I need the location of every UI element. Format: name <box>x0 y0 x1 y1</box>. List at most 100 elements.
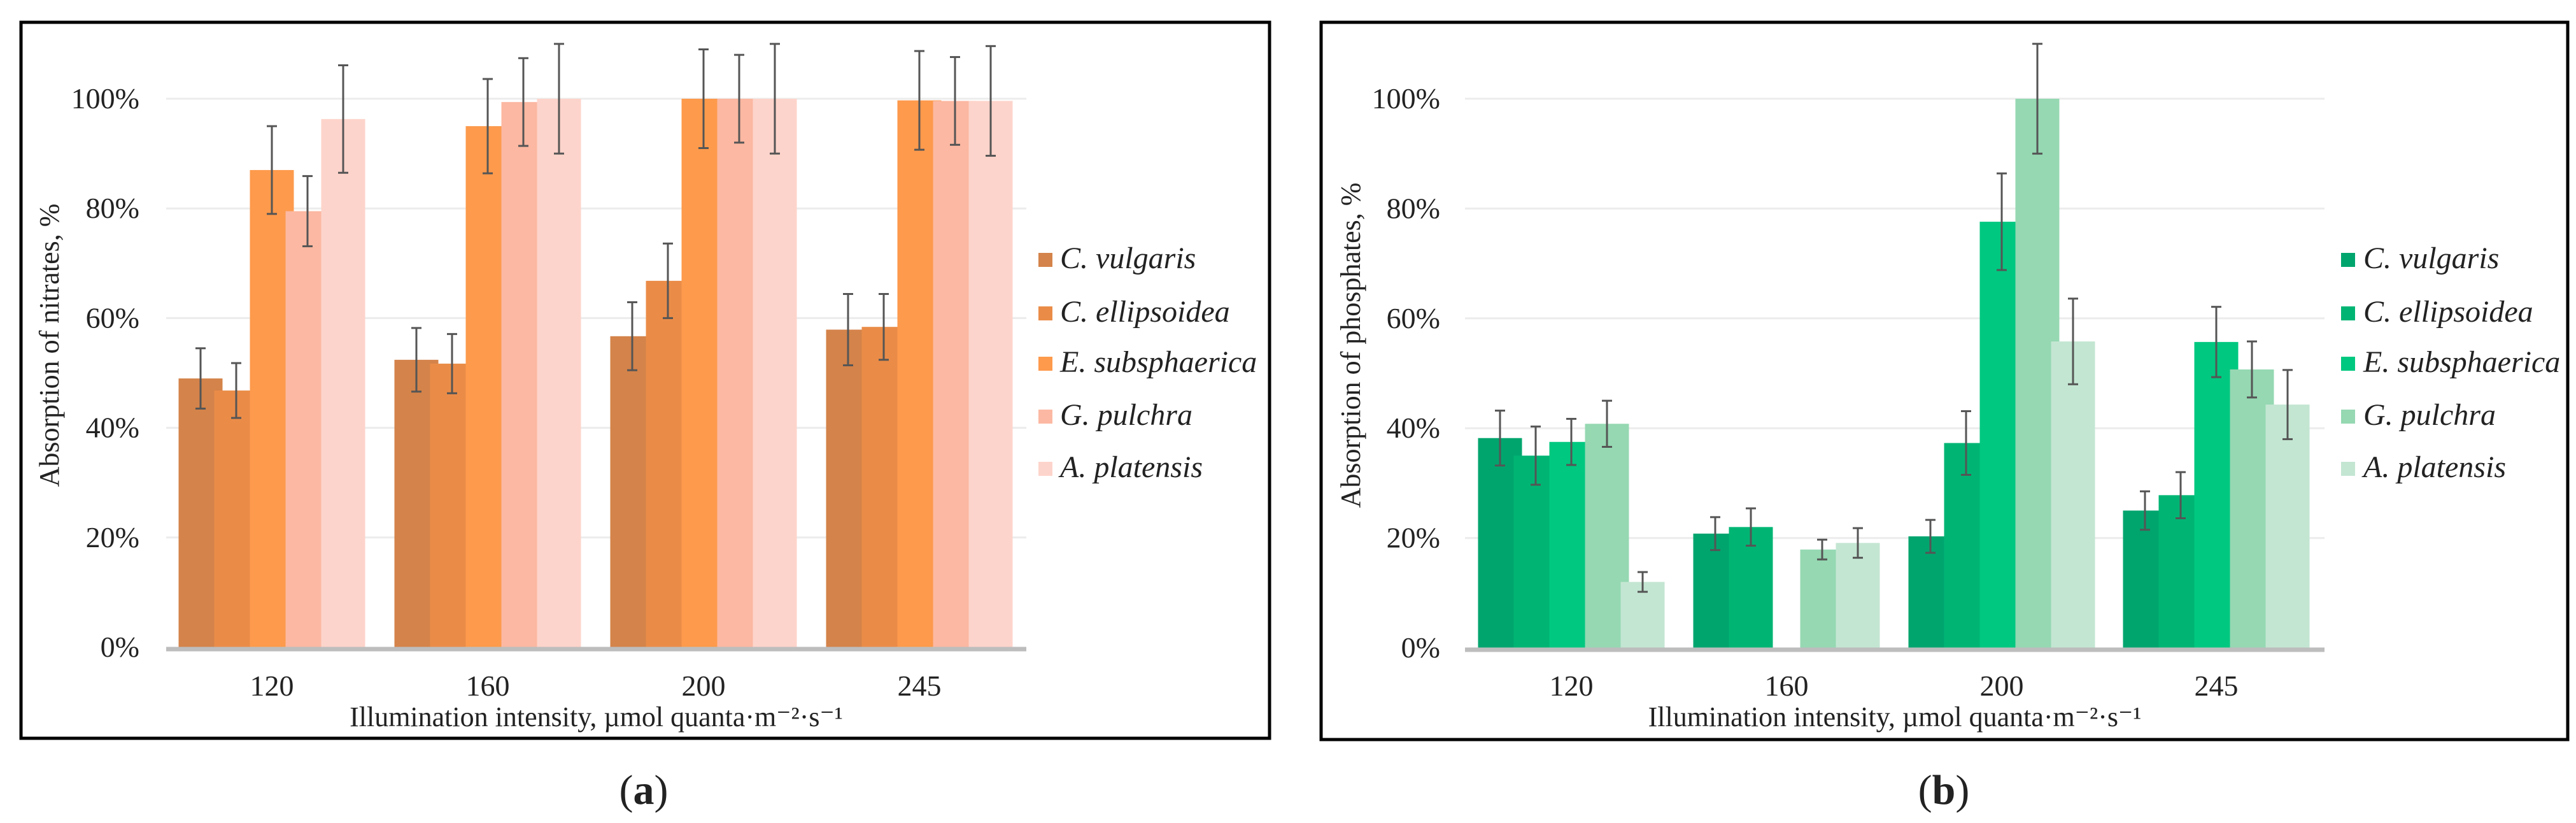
bar-a-platensis-200 <box>753 99 797 647</box>
bar-c-ellipsoidea-160 <box>1729 527 1773 648</box>
legend-label: C. vulgaris <box>2363 241 2499 275</box>
error-bar <box>1997 172 2007 271</box>
error-bar <box>2140 490 2150 531</box>
legend-swatch <box>1038 253 1052 267</box>
error-bar <box>2211 306 2221 378</box>
y-tick-label: 40% <box>1387 412 1440 444</box>
bar-a-platensis-120 <box>1620 582 1665 648</box>
x-tick-label: 160 <box>1765 669 1809 702</box>
error-bar <box>986 45 996 157</box>
legend-label: C. ellipsoidea <box>1060 295 1230 329</box>
bar-a-platensis-160 <box>537 99 581 647</box>
error-bar <box>1531 426 1541 486</box>
error-bar <box>1602 399 1612 448</box>
chart-panel-b: 0% 20% 40% 60% 80% 100% 120 160 200 245 Illuminati… <box>1319 20 2570 813</box>
legend-swatch <box>2341 253 2355 267</box>
legend: C. vulgaris C. ellipsoidea E. subsphaerica… <box>1038 241 1257 484</box>
error-bar <box>950 56 960 146</box>
caption-letter: a <box>633 767 655 813</box>
error-bar <box>518 57 528 147</box>
legend-label: A. platensis <box>1058 450 1203 484</box>
legend-swatch <box>2341 462 2355 476</box>
y-axis-label: Absorption of phosphates, % <box>1335 183 1366 508</box>
x-axis-label: Illumination intensity, µmol quanta·m⁻²·… <box>1648 701 2142 733</box>
y-tick-label: 60% <box>86 301 139 334</box>
error-bar <box>1961 410 1971 476</box>
error-bar <box>2282 369 2293 440</box>
bar-a-platensis-200 <box>2051 341 2095 648</box>
y-tick-label: 0% <box>101 631 139 663</box>
error-bar <box>879 293 889 361</box>
error-bar <box>338 64 348 174</box>
chart-panel-a: 0% 20% 40% 60% 80% 100% 120 160 200 245 Illuminati… <box>19 20 1271 813</box>
panel-caption: (b) <box>1918 767 1970 813</box>
error-bar <box>2068 297 2078 385</box>
caption-open: ( <box>619 767 633 813</box>
legend-swatch <box>1038 357 1052 371</box>
error-bar <box>1853 527 1863 559</box>
error-bar <box>1925 519 1936 554</box>
legend-swatch <box>2341 410 2355 424</box>
x-tick-label: 245 <box>898 669 942 702</box>
error-bar <box>843 293 853 366</box>
error-bar <box>195 347 206 410</box>
legend: C. vulgaris C. ellipsoidea E. subsphaerica… <box>2341 241 2560 484</box>
caption-close: ) <box>655 767 669 813</box>
x-tick-label: 160 <box>466 669 510 702</box>
y-axis-label: Absorption of nitrates, % <box>34 204 65 487</box>
x-tick-label: 120 <box>1550 669 1594 702</box>
error-bar <box>447 333 457 394</box>
error-bar <box>1638 571 1648 593</box>
bar-a-platensis-120 <box>321 118 365 647</box>
error-bar <box>734 54 744 144</box>
error-bar <box>698 48 709 149</box>
error-bar <box>1746 507 1756 547</box>
bar-a-platensis-245 <box>2265 404 2310 648</box>
legend-label: C. vulgaris <box>1060 241 1196 275</box>
caption-close: ) <box>1955 767 1969 813</box>
error-bar <box>1495 410 1505 467</box>
y-tick-label: 40% <box>86 412 139 444</box>
legend-swatch <box>1038 462 1052 476</box>
y-tick-label: 60% <box>1387 302 1440 334</box>
error-bar <box>663 242 673 319</box>
error-bar <box>1710 516 1720 552</box>
legend-label: C. ellipsoidea <box>2363 295 2533 329</box>
error-bar <box>231 362 241 419</box>
error-bar <box>2032 43 2042 155</box>
error-bar <box>554 43 564 155</box>
error-bar <box>1566 418 1576 466</box>
y-tick-label: 100% <box>71 82 139 115</box>
y-tick-label: 80% <box>1387 192 1440 224</box>
x-axis-label: Illumination intensity, µmol quanta·m⁻²·… <box>350 701 843 733</box>
error-bar <box>1817 538 1827 561</box>
y-tick-label: 100% <box>1372 82 1440 115</box>
legend-swatch <box>2341 357 2355 371</box>
x-tick-label: 245 <box>2195 669 2239 702</box>
y-tick-label: 0% <box>1401 631 1440 664</box>
legend-swatch <box>2341 306 2355 320</box>
error-bar <box>302 175 313 248</box>
x-tick-label: 200 <box>1980 669 2024 702</box>
error-bar <box>627 301 637 371</box>
error-bar <box>914 50 924 151</box>
y-tick-label: 20% <box>86 521 139 554</box>
error-bar <box>770 43 780 155</box>
error-bar <box>411 327 421 393</box>
legend-label: A. platensis <box>2361 450 2506 484</box>
error-bar <box>2247 340 2257 399</box>
y-tick-label: 80% <box>86 192 139 224</box>
legend-label: E. subsphaerica <box>2363 345 2560 379</box>
caption-open: ( <box>1918 767 1932 813</box>
error-bar <box>2176 471 2186 520</box>
x-tick-label: 200 <box>682 669 726 702</box>
y-tick-label: 20% <box>1387 522 1440 554</box>
bar-a-platensis-245 <box>968 101 1013 648</box>
bar-a-platensis-160 <box>1836 543 1880 648</box>
legend-swatch <box>1038 306 1052 320</box>
legend-label: G. pulchra <box>1060 398 1192 432</box>
legend-swatch <box>1038 410 1052 424</box>
caption-letter: b <box>1932 767 1956 813</box>
panel-caption: (a) <box>619 767 669 813</box>
